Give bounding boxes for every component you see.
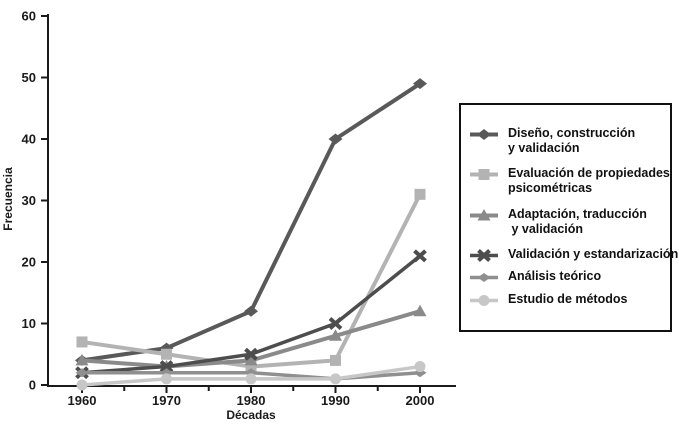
series-2-marker bbox=[413, 304, 427, 317]
series-1-marker bbox=[245, 361, 257, 373]
series-1-marker bbox=[330, 354, 341, 366]
series-1-marker bbox=[76, 336, 88, 348]
y-tick-label: 50 bbox=[22, 70, 36, 85]
series-5-marker bbox=[330, 373, 341, 385]
x-icon bbox=[470, 249, 498, 262]
legend-item: Validación y estandarización bbox=[469, 247, 678, 263]
series-5-marker bbox=[245, 373, 257, 385]
legend-item: Evaluación de propiedades psicométricas bbox=[469, 166, 670, 196]
series-0-marker bbox=[328, 133, 343, 145]
legend: Diseño, construcción y validación Evaluaci… bbox=[459, 103, 678, 332]
legend-item: Adaptación, traducción y validación bbox=[469, 207, 647, 237]
series-3-marker bbox=[413, 249, 427, 263]
circle-icon bbox=[470, 295, 498, 306]
series-3-marker bbox=[159, 360, 174, 374]
series-5-marker bbox=[76, 379, 88, 391]
series-3-marker bbox=[328, 317, 343, 330]
y-tick-label: 40 bbox=[22, 132, 36, 147]
x-tick-label: 2000 bbox=[406, 393, 435, 408]
y-tick-label: 20 bbox=[22, 255, 36, 270]
diamond-icon bbox=[470, 129, 498, 140]
x-tick-label: 1990 bbox=[321, 393, 350, 408]
y-tick-label: 10 bbox=[22, 316, 36, 331]
diamond-x-icon bbox=[470, 273, 498, 282]
series-2-marker bbox=[244, 353, 258, 366]
legend-item-label: Estudio de métodos bbox=[508, 292, 628, 306]
x-tick-label: 1980 bbox=[237, 393, 266, 408]
series-0-marker bbox=[244, 305, 258, 317]
plot-area: 0 10 20 30 40 50 60 1960 1970 1980 1990 2000 bbox=[22, 9, 456, 408]
legend-item-label: Diseño, construcción y validación bbox=[508, 126, 636, 155]
series-5-marker bbox=[161, 373, 172, 385]
x-tick-label: 1960 bbox=[68, 393, 97, 408]
legend-item-label: Evaluación de propiedades psicométricas bbox=[508, 166, 670, 195]
legend-item: Estudio de métodos bbox=[469, 292, 627, 308]
legend-item-label: Validación y estandarización bbox=[508, 247, 679, 261]
square-icon bbox=[470, 169, 498, 180]
series-1-marker bbox=[161, 348, 172, 360]
legend-item-label: Adaptación, traducción y validación bbox=[508, 207, 647, 236]
series-2-marker bbox=[329, 329, 342, 341]
legend-item: Análisis teórico bbox=[469, 269, 601, 285]
legend-item: Diseño, construcción y validación bbox=[469, 126, 635, 156]
x-axis-title: Décadas bbox=[226, 408, 276, 422]
y-axis-title: Frecuencia bbox=[1, 167, 15, 231]
series-3-marker bbox=[244, 347, 258, 361]
y-tick-label: 30 bbox=[22, 193, 36, 208]
series-line-1 bbox=[81, 193, 422, 369]
y-tick-label: 0 bbox=[29, 378, 36, 393]
series-2-marker bbox=[75, 353, 89, 366]
series-0-marker bbox=[413, 78, 427, 90]
series-4-marker bbox=[75, 368, 89, 378]
triangle-icon bbox=[470, 209, 498, 221]
x-tick-label: 1970 bbox=[152, 393, 181, 408]
y-tick-label: 60 bbox=[22, 9, 36, 24]
series-line-0 bbox=[81, 81, 422, 363]
series-5-marker bbox=[414, 361, 426, 373]
series-1-marker bbox=[414, 188, 426, 200]
legend-item-label: Análisis teórico bbox=[508, 269, 602, 283]
